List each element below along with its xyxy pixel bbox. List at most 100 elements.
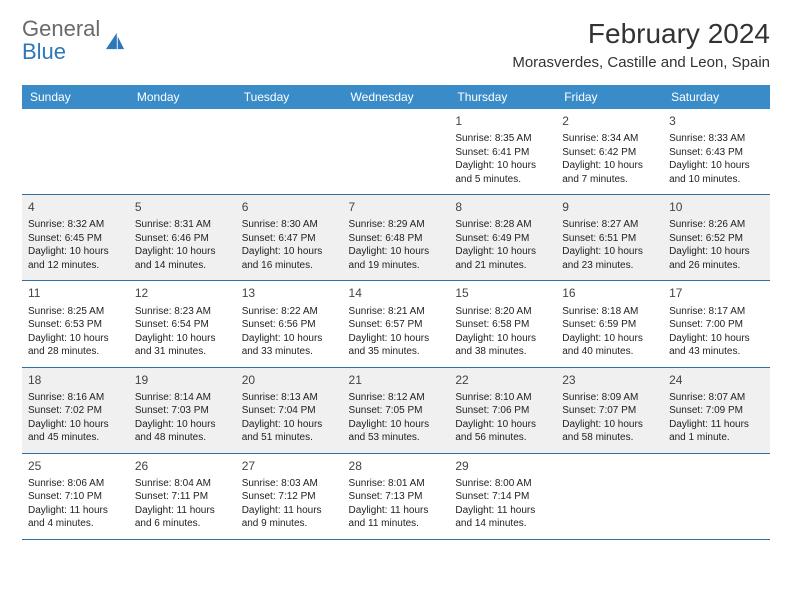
calendar-table: SundayMondayTuesdayWednesdayThursdayFrid… xyxy=(22,85,770,540)
calendar-day: 22 Sunrise: 8:10 AMSunset: 7:06 PMDayligh… xyxy=(449,367,556,453)
calendar-day: 29 Sunrise: 8:00 AMSunset: 7:14 PMDayligh… xyxy=(449,453,556,539)
day-number: 5 xyxy=(135,199,230,215)
calendar-day: 28Sunrise: 8:01 AMSunset: 7:13 PMDayligh… xyxy=(343,453,450,539)
day-number: 29 xyxy=(455,458,550,474)
calendar-day: 6 Sunrise: 8:30 AMSunset: 6:47 PMDaylight… xyxy=(236,195,343,281)
calendar-day: 5 Sunrise: 8:31 AMSunset: 6:46 PMDaylight… xyxy=(129,195,236,281)
calendar-empty xyxy=(22,109,129,195)
day-info: Sunrise: 8:35 AMSunset: 6:41 PMDaylight:… xyxy=(455,132,550,186)
calendar-week: 1 Sunrise: 8:35 AMSunset: 6:41 PMDaylight… xyxy=(22,109,770,195)
day-info: Sunrise: 8:33 AMSunset: 6:43 PMDaylight:… xyxy=(669,132,764,186)
calendar-empty xyxy=(556,453,663,539)
sail-icon xyxy=(104,31,126,51)
calendar-day: 20Sunrise: 8:13 AMSunset: 7:04 PMDayligh… xyxy=(236,367,343,453)
day-info: Sunrise: 8:03 AMSunset: 7:12 PMDaylight:… xyxy=(242,477,337,531)
calendar-day: 19 Sunrise: 8:14 AMSunset: 7:03 PMDayligh… xyxy=(129,367,236,453)
calendar-empty xyxy=(236,109,343,195)
day-info: Sunrise: 8:34 AMSunset: 6:42 PMDaylight:… xyxy=(562,132,657,186)
day-number: 23 xyxy=(562,372,657,388)
calendar-day: 1 Sunrise: 8:35 AMSunset: 6:41 PMDaylight… xyxy=(449,109,556,195)
calendar-week: 4Sunrise: 8:32 AMSunset: 6:45 PMDaylight… xyxy=(22,195,770,281)
day-header-row: SundayMondayTuesdayWednesdayThursdayFrid… xyxy=(22,85,770,109)
day-header: Thursday xyxy=(449,85,556,109)
day-info: Sunrise: 8:00 AMSunset: 7:14 PMDaylight:… xyxy=(455,477,550,531)
calendar-day: 15 Sunrise: 8:20 AMSunset: 6:58 PMDayligh… xyxy=(449,281,556,367)
day-header: Sunday xyxy=(22,85,129,109)
day-number: 10 xyxy=(669,199,764,215)
location-text: Morasverdes, Castille and Leon, Spain xyxy=(512,54,770,71)
month-title: February 2024 xyxy=(512,18,770,50)
day-number: 11 xyxy=(28,285,123,301)
day-info: Sunrise: 8:09 AMSunset: 7:07 PMDaylight:… xyxy=(562,391,657,445)
day-number: 12 xyxy=(135,285,230,301)
day-number: 1 xyxy=(455,113,550,129)
day-number: 16 xyxy=(562,285,657,301)
day-info: Sunrise: 8:07 AMSunset: 7:09 PMDaylight:… xyxy=(669,391,764,445)
calendar-day: 21 Sunrise: 8:12 AMSunset: 7:05 PMDayligh… xyxy=(343,367,450,453)
day-info: Sunrise: 8:32 AMSunset: 6:45 PMDaylight:… xyxy=(28,218,123,272)
calendar-day: 12 Sunrise: 8:23 AMSunset: 6:54 PMDayligh… xyxy=(129,281,236,367)
day-info: Sunrise: 8:29 AMSunset: 6:48 PMDaylight:… xyxy=(349,218,444,272)
day-info: Sunrise: 8:16 AMSunset: 7:02 PMDaylight:… xyxy=(28,391,123,445)
calendar-week: 18 Sunrise: 8:16 AMSunset: 7:02 PMDayligh… xyxy=(22,367,770,453)
logo-word-blue: Blue xyxy=(22,39,66,64)
day-number: 20 xyxy=(242,372,337,388)
calendar-day: 24 Sunrise: 8:07 AMSunset: 7:09 PMDayligh… xyxy=(663,367,770,453)
day-number: 21 xyxy=(349,372,444,388)
day-header: Wednesday xyxy=(343,85,450,109)
day-info: Sunrise: 8:27 AMSunset: 6:51 PMDaylight:… xyxy=(562,218,657,272)
day-info: Sunrise: 8:25 AMSunset: 6:53 PMDaylight:… xyxy=(28,305,123,359)
day-info: Sunrise: 8:23 AMSunset: 6:54 PMDaylight:… xyxy=(135,305,230,359)
calendar-empty xyxy=(129,109,236,195)
calendar-day: 26Sunrise: 8:04 AMSunset: 7:11 PMDayligh… xyxy=(129,453,236,539)
day-number: 13 xyxy=(242,285,337,301)
day-number: 18 xyxy=(28,372,123,388)
day-info: Sunrise: 8:30 AMSunset: 6:47 PMDaylight:… xyxy=(242,218,337,272)
calendar-day: 9 Sunrise: 8:27 AMSunset: 6:51 PMDaylight… xyxy=(556,195,663,281)
day-number: 28 xyxy=(349,458,444,474)
day-info: Sunrise: 8:22 AMSunset: 6:56 PMDaylight:… xyxy=(242,305,337,359)
day-number: 26 xyxy=(135,458,230,474)
calendar-day: 3 Sunrise: 8:33 AMSunset: 6:43 PMDaylight… xyxy=(663,109,770,195)
day-number: 19 xyxy=(135,372,230,388)
day-number: 8 xyxy=(455,199,550,215)
calendar-day: 18 Sunrise: 8:16 AMSunset: 7:02 PMDayligh… xyxy=(22,367,129,453)
day-info: Sunrise: 8:20 AMSunset: 6:58 PMDaylight:… xyxy=(455,305,550,359)
day-number: 6 xyxy=(242,199,337,215)
logo: General Blue xyxy=(22,18,126,64)
day-info: Sunrise: 8:10 AMSunset: 7:06 PMDaylight:… xyxy=(455,391,550,445)
logo-word-general: General xyxy=(22,16,100,41)
calendar-day: 4Sunrise: 8:32 AMSunset: 6:45 PMDaylight… xyxy=(22,195,129,281)
day-info: Sunrise: 8:14 AMSunset: 7:03 PMDaylight:… xyxy=(135,391,230,445)
calendar-day: 25 Sunrise: 8:06 AMSunset: 7:10 PMDayligh… xyxy=(22,453,129,539)
day-number: 25 xyxy=(28,458,123,474)
day-number: 17 xyxy=(669,285,764,301)
day-number: 9 xyxy=(562,199,657,215)
calendar-day: 8 Sunrise: 8:28 AMSunset: 6:49 PMDaylight… xyxy=(449,195,556,281)
day-number: 2 xyxy=(562,113,657,129)
calendar-day: 2 Sunrise: 8:34 AMSunset: 6:42 PMDaylight… xyxy=(556,109,663,195)
day-info: Sunrise: 8:28 AMSunset: 6:49 PMDaylight:… xyxy=(455,218,550,272)
day-info: Sunrise: 8:12 AMSunset: 7:05 PMDaylight:… xyxy=(349,391,444,445)
day-number: 15 xyxy=(455,285,550,301)
calendar-body: 1 Sunrise: 8:35 AMSunset: 6:41 PMDaylight… xyxy=(22,109,770,539)
calendar-week: 25 Sunrise: 8:06 AMSunset: 7:10 PMDayligh… xyxy=(22,453,770,539)
calendar-day: 17 Sunrise: 8:17 AMSunset: 7:00 PMDayligh… xyxy=(663,281,770,367)
day-header: Tuesday xyxy=(236,85,343,109)
calendar-day: 27 Sunrise: 8:03 AMSunset: 7:12 PMDayligh… xyxy=(236,453,343,539)
day-info: Sunrise: 8:17 AMSunset: 7:00 PMDaylight:… xyxy=(669,305,764,359)
day-info: Sunrise: 8:06 AMSunset: 7:10 PMDaylight:… xyxy=(28,477,123,531)
day-number: 14 xyxy=(349,285,444,301)
day-number: 24 xyxy=(669,372,764,388)
calendar-day: 16Sunrise: 8:18 AMSunset: 6:59 PMDayligh… xyxy=(556,281,663,367)
day-number: 27 xyxy=(242,458,337,474)
title-block: February 2024 Morasverdes, Castille and … xyxy=(512,18,770,71)
calendar-week: 11 Sunrise: 8:25 AMSunset: 6:53 PMDayligh… xyxy=(22,281,770,367)
day-info: Sunrise: 8:21 AMSunset: 6:57 PMDaylight:… xyxy=(349,305,444,359)
calendar-day: 14 Sunrise: 8:21 AMSunset: 6:57 PMDayligh… xyxy=(343,281,450,367)
calendar-day: 11 Sunrise: 8:25 AMSunset: 6:53 PMDayligh… xyxy=(22,281,129,367)
day-header: Saturday xyxy=(663,85,770,109)
day-info: Sunrise: 8:31 AMSunset: 6:46 PMDaylight:… xyxy=(135,218,230,272)
day-number: 3 xyxy=(669,113,764,129)
day-number: 22 xyxy=(455,372,550,388)
